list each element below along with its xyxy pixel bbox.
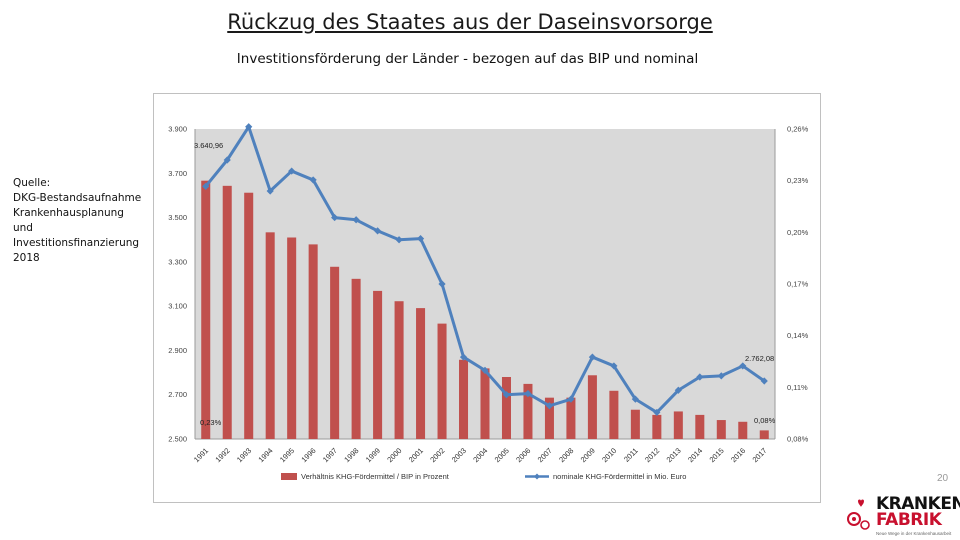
- left-tick-label: 3.500: [168, 213, 187, 222]
- point-2014: [696, 373, 704, 381]
- source-note: Quelle: DKG-Bestandsaufnahme Krankenhaus…: [13, 176, 148, 266]
- left-tick-label: 3.700: [168, 169, 187, 178]
- bar-2006: [523, 383, 533, 439]
- point-1997: [331, 213, 339, 222]
- left-tick-label: 3.300: [168, 257, 187, 266]
- right-tick-label: 0,14%: [787, 331, 809, 340]
- bar-1994: [265, 232, 275, 439]
- point-2004: [481, 366, 489, 374]
- slide-subtitle: Investitionsförderung der Länder - bezog…: [236, 51, 699, 67]
- bar-2001: [416, 308, 426, 439]
- logo-text-kranken: KRANKEN: [876, 494, 960, 514]
- bar-2012: [652, 414, 662, 439]
- krankenfabrik-logo: KRANKEN FABRIK Neue Wege in der Krankenh…: [846, 493, 960, 538]
- legend-bar-swatch: [281, 473, 297, 480]
- point-1991: [202, 182, 210, 190]
- legend-line-marker: [534, 473, 540, 480]
- point-2006: [524, 390, 532, 398]
- point-2011: [631, 395, 639, 403]
- logo-tagline: Neue Wege in der Krankenhausarbeit: [876, 531, 952, 536]
- right-tick-label: 0,20%: [787, 228, 809, 237]
- source-line: und: [13, 222, 33, 234]
- bar-1998: [351, 278, 361, 439]
- point-2009: [588, 353, 597, 361]
- bar-1997: [330, 266, 340, 439]
- bar-2004: [480, 368, 490, 439]
- bar-2017: [759, 430, 769, 439]
- point-2002: [438, 280, 446, 288]
- point-2012: [653, 408, 661, 417]
- left-tick-label: 3.900: [168, 125, 187, 134]
- annotation-label: 0,08%: [754, 416, 776, 425]
- legend: Verhältnis KHG-Fördermittel / BIP in Pro…: [281, 472, 686, 481]
- bar-1992: [222, 185, 232, 439]
- bar-1995: [287, 237, 297, 439]
- bar-2011: [630, 409, 640, 439]
- point-2003: [459, 353, 468, 361]
- bar-1996: [308, 244, 318, 439]
- left-tick-label: 2.500: [168, 435, 187, 444]
- point-2007: [545, 402, 554, 410]
- bar-1999: [373, 290, 383, 439]
- bar-2002: [437, 323, 447, 439]
- point-2013: [674, 386, 682, 394]
- point-2008: [567, 395, 575, 403]
- bar-2003: [459, 359, 469, 439]
- source-line: DKG-Bestandsaufnahme: [13, 192, 142, 204]
- point-2016: [739, 362, 747, 370]
- chart: 2.500 2.700 2.900 3.100 3.300 3.500 3.700 3.900…: [153, 93, 821, 503]
- left-tick-label: 2.700: [168, 390, 187, 399]
- bar-2000: [394, 301, 404, 439]
- legend-label-line: nominale KHG-Fördermittel in Mio. Euro: [553, 472, 686, 481]
- bar-1991: [201, 180, 211, 439]
- bar-2005: [501, 377, 511, 439]
- bar-1993: [244, 192, 254, 439]
- annotation-label: 0,23%: [200, 418, 222, 427]
- bar-2015: [716, 420, 726, 439]
- left-tick-label: 2.900: [168, 346, 187, 355]
- right-tick-label: 0,11%: [787, 383, 808, 392]
- right-tick-label: 0,26%: [787, 125, 809, 134]
- point-2005: [502, 391, 511, 399]
- page-number: 20: [937, 473, 949, 484]
- bar-2008: [566, 397, 576, 439]
- point-1994: [266, 187, 274, 195]
- source-line: 2018: [13, 252, 40, 264]
- source-line: Krankenhausplanung: [13, 207, 124, 219]
- bar-2013: [673, 411, 683, 439]
- bar-2007: [544, 397, 554, 439]
- point-1999: [373, 227, 382, 235]
- bar-2009: [587, 375, 597, 439]
- point-2001: [416, 235, 425, 243]
- right-tick-label: 0,08%: [787, 435, 809, 444]
- point-1993: [245, 123, 253, 131]
- annotation-label: 2.762,08: [745, 354, 774, 363]
- bar-2014: [695, 414, 705, 439]
- legend-label-bars: Verhältnis KHG-Fördermittel / BIP in Pro…: [301, 472, 450, 481]
- slide-title: Rückzug des Staates aus der Daseinsvorso…: [227, 10, 713, 34]
- bar-2010: [609, 390, 619, 439]
- source-line: Investitionsfinanzierung: [13, 237, 140, 249]
- logo-text-fabrik: FABRIK: [876, 510, 942, 530]
- point-2017: [760, 377, 768, 385]
- annotation-label: 3.640,96: [194, 141, 223, 150]
- source-line: Quelle:: [13, 177, 51, 189]
- right-tick-label: 0,17%: [787, 280, 809, 289]
- logo-emblem-icon: [847, 499, 870, 530]
- point-2010: [610, 362, 618, 370]
- point-1992: [223, 156, 231, 164]
- left-tick-label: 3.100: [168, 302, 187, 311]
- point-2015: [717, 372, 725, 380]
- right-tick-label: 0,23%: [787, 176, 809, 185]
- bar-2016: [738, 421, 748, 439]
